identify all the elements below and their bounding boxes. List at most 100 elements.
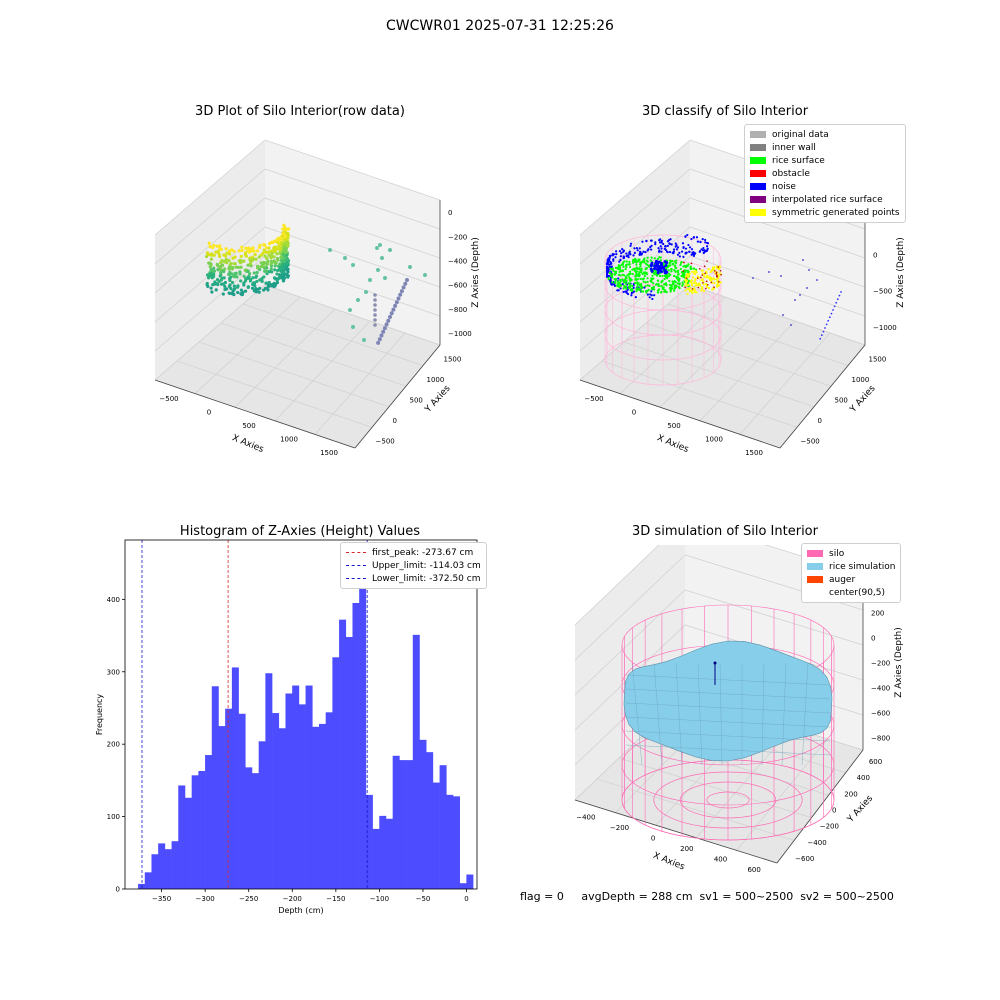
obstacle-point xyxy=(706,260,708,262)
data-point xyxy=(263,254,267,258)
data-point xyxy=(224,254,228,258)
symmetric-point xyxy=(698,283,701,287)
y-tick-label: 1000 xyxy=(427,376,445,384)
data-point xyxy=(272,255,276,259)
noise-point xyxy=(752,277,754,279)
noise-point xyxy=(684,247,688,250)
symmetric-point xyxy=(700,279,703,282)
symmetric-point xyxy=(716,279,720,282)
symmetric-point xyxy=(709,270,712,274)
legend-label: Upper_limit: -114.03 cm xyxy=(372,560,481,571)
noise-point xyxy=(632,286,635,290)
symmetric-point xyxy=(692,281,696,285)
legend-item: auger xyxy=(807,573,895,586)
noise-point xyxy=(678,255,682,258)
rice-surface-point xyxy=(655,274,659,277)
noise-point xyxy=(629,253,632,256)
rice-surface-point xyxy=(650,277,653,280)
rice-surface-point xyxy=(641,272,644,276)
rice-surface-point xyxy=(625,260,628,263)
histogram-legend: first_peak: -273.67 cm Upper_limit: -114.… xyxy=(340,542,487,589)
histogram-bar xyxy=(419,739,427,889)
legend-label: silo xyxy=(829,548,845,559)
legend-item: interpolated rice surface xyxy=(750,193,900,206)
rice-surface-point xyxy=(624,285,628,288)
data-point xyxy=(223,267,227,271)
noise-point xyxy=(636,249,639,252)
data-point xyxy=(206,284,210,289)
noise-point xyxy=(699,241,702,244)
surface-mesh-line xyxy=(761,662,765,766)
y-tick-label: 500 xyxy=(835,397,848,405)
data-point xyxy=(209,253,214,257)
symmetric-point xyxy=(684,284,687,287)
rice-surface-point xyxy=(659,259,662,262)
noise-point xyxy=(610,262,613,265)
data-point xyxy=(380,256,384,260)
rice-surface-point xyxy=(640,261,643,265)
noise-point xyxy=(618,260,621,263)
rice-surface-point xyxy=(635,274,639,278)
rice-surface-point xyxy=(658,275,662,278)
histogram-bar xyxy=(171,841,179,889)
legend-item: first_peak: -273.67 cm xyxy=(346,546,481,559)
rice-surface-point xyxy=(628,276,631,279)
noise-point xyxy=(833,305,836,308)
rice-surface-point xyxy=(664,290,667,294)
data-point xyxy=(251,276,255,280)
data-point xyxy=(383,276,387,280)
grid-line xyxy=(154,284,266,381)
x-tick-label: −250 xyxy=(239,895,258,903)
legend-label: center(90,5) xyxy=(829,587,886,598)
rice-surface-point xyxy=(617,283,620,286)
grid-line xyxy=(574,589,686,696)
rice-surface-point xyxy=(616,280,619,283)
grid-line xyxy=(264,197,441,259)
surface-mesh-line xyxy=(781,662,787,766)
histogram-bar xyxy=(258,741,266,889)
surface-mesh-line xyxy=(631,662,643,766)
data-point xyxy=(267,270,272,274)
left-pane xyxy=(155,140,265,380)
grid-line xyxy=(314,332,406,435)
data-point xyxy=(229,262,233,266)
histogram-chart: −350 −300 −250 −200 −150 −100 −50 0 0 100 200 300 40… xyxy=(95,539,478,915)
noise-point xyxy=(612,258,615,261)
y-tick-label: 1500 xyxy=(444,355,462,363)
x-tick-label: 0 xyxy=(632,408,636,416)
data-point xyxy=(269,240,274,244)
rice-surface-point xyxy=(669,284,673,287)
grid-line xyxy=(579,139,691,236)
noise-point xyxy=(676,253,680,256)
histogram-bar xyxy=(372,828,380,889)
z-tick-label: −800 xyxy=(871,735,890,743)
grid-line xyxy=(264,139,441,201)
obstacle-point xyxy=(702,281,704,284)
rice-surface-point xyxy=(668,262,671,265)
noise-point xyxy=(638,253,641,256)
data-point xyxy=(278,266,282,270)
symmetric-point xyxy=(703,275,706,278)
rice-surface-point xyxy=(681,281,684,284)
histogram-bar xyxy=(452,796,460,889)
rice-surface-point xyxy=(625,287,628,290)
legend-item: inner wall xyxy=(750,141,900,154)
noise-point xyxy=(799,294,801,296)
grid-line xyxy=(242,303,424,366)
y-axis-line xyxy=(354,344,441,449)
data-point xyxy=(251,246,255,250)
grid-line xyxy=(596,778,795,841)
x-axis-label: X Axies xyxy=(230,433,265,455)
noise-point xyxy=(642,250,645,253)
rice-surface-point xyxy=(663,283,666,286)
obstacle-point xyxy=(710,281,713,284)
noise-point xyxy=(662,267,666,271)
surface-mesh-line xyxy=(625,716,831,728)
data-point xyxy=(206,252,210,257)
obstacle-point xyxy=(707,284,709,286)
noise-point xyxy=(840,291,842,293)
legend-label: symmetric generated points xyxy=(772,207,900,218)
rice-surface-point xyxy=(674,261,678,265)
noise-point xyxy=(629,244,632,247)
data-point xyxy=(351,263,355,267)
